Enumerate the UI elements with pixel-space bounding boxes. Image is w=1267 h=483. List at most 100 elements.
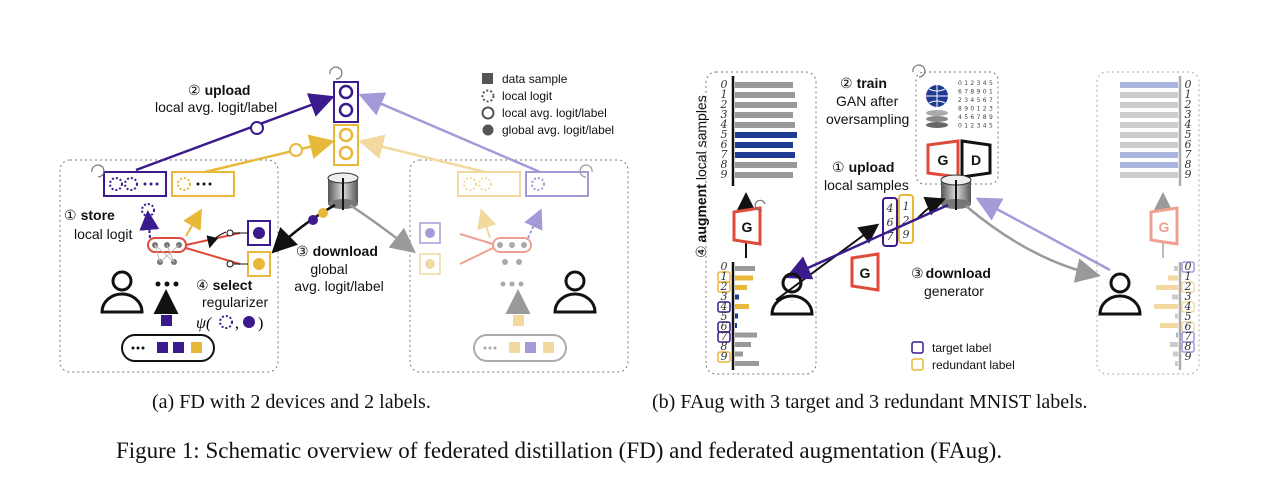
mnist-digit: 8: [970, 89, 974, 96]
svg-text:2: 2: [902, 214, 910, 227]
digit-label: 2: [720, 280, 728, 293]
train-step-title: train: [857, 75, 887, 91]
histogram-bar: [735, 122, 795, 128]
digit-tag-box: [1181, 281, 1195, 293]
digit-label: 6: [721, 320, 728, 333]
train-step-sub2: oversampling: [826, 111, 909, 127]
svg-text:7: 7: [887, 230, 894, 243]
histogram-bar: [1172, 294, 1178, 300]
digit-label: 2: [1184, 98, 1192, 111]
histogram-bar: [735, 102, 797, 108]
histogram-bar: [735, 332, 757, 338]
histogram-bar: [1160, 323, 1178, 328]
store-step-num: ①: [64, 207, 77, 223]
histogram-bar: [1120, 152, 1178, 158]
histogram-bar: [735, 162, 797, 168]
histogram-bar: [735, 351, 743, 357]
mnist-digit: 6: [983, 97, 987, 104]
mnist-digit: 8: [983, 114, 987, 121]
mnist-digit: 8: [958, 106, 962, 113]
mnist-digit: 0: [983, 89, 987, 96]
histogram-bar: [1120, 132, 1178, 138]
gan-icon: G D: [926, 139, 992, 179]
histogram-bar: [1154, 304, 1178, 309]
digit-label: 9: [1185, 168, 1192, 181]
neural-network-icon: [147, 232, 241, 287]
uploaded-samples-card: 4 6 7 1 2 9: [882, 194, 914, 247]
caption-b: (b) FAug with 3 target and 3 redundant M…: [652, 391, 1088, 413]
digit-tag-box: [717, 331, 731, 343]
mnist-digit: 9: [989, 114, 993, 121]
histogram-bar: [735, 266, 755, 271]
histogram-bar: [1120, 92, 1178, 98]
mnist-digit: 5: [989, 80, 993, 87]
device-2-histogram-top: [1120, 82, 1178, 178]
digit-label: 1: [1185, 88, 1192, 101]
digit-label: 5: [1185, 128, 1192, 141]
digit-label: 2: [1184, 280, 1192, 293]
digit-label: 7: [721, 330, 728, 343]
histogram-bar: [1120, 142, 1178, 148]
device-1-box: [59, 159, 279, 373]
download-step-title: download: [313, 243, 378, 259]
augment-step-num: ④: [693, 245, 709, 258]
histogram-bar: [1176, 332, 1178, 338]
mnist-digit: 3: [989, 106, 993, 113]
histogram-bar: [735, 112, 793, 118]
device-2-histogram-bottom: [1154, 266, 1178, 366]
svg-text:G: G: [742, 219, 753, 235]
mnist-digit: 5: [977, 97, 981, 104]
histogram-bar: [1175, 313, 1178, 319]
mnist-digit: 1: [977, 106, 981, 113]
digit-label: 3: [721, 108, 728, 121]
digit-tag-box: [717, 301, 731, 313]
train-step-sub1: GAN after: [836, 93, 899, 109]
digit-label: 4: [1184, 300, 1192, 313]
histogram-bar: [735, 142, 793, 148]
augment-step-sub: local samples: [693, 95, 709, 180]
svg-text:D: D: [971, 152, 981, 168]
digit-label: 9: [1185, 350, 1192, 363]
device-2-box: [409, 159, 629, 373]
mnist-digit: 4: [970, 97, 974, 104]
upload-b-num: ①: [832, 159, 845, 175]
generator-icon: G: [732, 206, 762, 246]
mnist-digit: 4: [983, 123, 987, 130]
download-step-sub2: avg. logit/label: [294, 278, 384, 294]
mnist-digit: 2: [970, 80, 974, 87]
mnist-digit: 3: [964, 97, 968, 104]
download-b-sub: generator: [924, 283, 984, 299]
histogram-bar: [1170, 342, 1178, 347]
mnist-digit: 6: [958, 89, 962, 96]
digit-label: 3: [1185, 290, 1192, 303]
histogram-bar: [735, 285, 747, 290]
legend-data-sample: data sample: [502, 72, 568, 86]
digit-label: 4: [720, 300, 728, 313]
psi-sep: ,: [235, 315, 239, 332]
digit-label: 5: [1185, 310, 1192, 323]
mnist-digit: 1: [964, 123, 968, 130]
histogram-bar: [735, 304, 749, 309]
digit-label: 6: [721, 138, 728, 151]
download-b-num: ③: [911, 265, 924, 281]
mnist-digit: 5: [964, 114, 968, 121]
download-step-num: ③: [296, 243, 309, 259]
user-icon-b1: [770, 272, 814, 316]
upload-b-title: upload: [849, 159, 895, 175]
mnist-digit: 7: [964, 89, 968, 96]
mnist-digit: 5: [989, 123, 993, 130]
psi-close: ): [258, 315, 263, 332]
train-step-num: ②: [840, 75, 853, 91]
local-logit-gold-box: [171, 171, 235, 197]
legend-a: data sample local logit local avg. logit…: [481, 72, 614, 137]
digit-label: 7: [721, 148, 728, 161]
digit-label: 1: [721, 270, 728, 283]
digit-label: 8: [721, 158, 728, 171]
histogram-bar: [1120, 82, 1178, 88]
